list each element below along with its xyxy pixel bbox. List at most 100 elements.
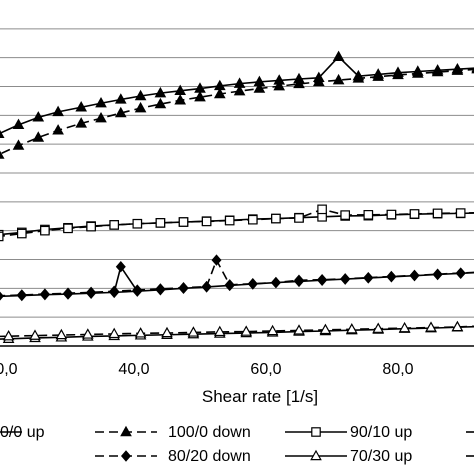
data-point — [386, 209, 397, 220]
data-point — [154, 97, 167, 109]
data-point — [425, 321, 437, 332]
data-point — [0, 231, 4, 242]
data-point — [340, 210, 350, 220]
legend-label: 0/0 up — [0, 424, 45, 441]
data-point — [398, 321, 411, 333]
data-point — [17, 228, 27, 239]
data-point — [224, 279, 235, 291]
series-80-20-up — [0, 260, 474, 302]
data-point — [372, 70, 385, 81]
data-point — [2, 329, 15, 341]
data-point — [63, 287, 73, 299]
data-point — [39, 288, 50, 300]
x-tick-label: 80,0 — [382, 361, 413, 378]
series-80-20-down — [0, 254, 474, 301]
data-point — [95, 111, 107, 123]
data-point — [109, 285, 120, 297]
series-line — [0, 55, 474, 135]
data-point — [178, 217, 189, 227]
data-point — [81, 328, 94, 339]
data-point — [55, 328, 68, 340]
data-point — [134, 101, 147, 113]
data-point — [363, 271, 374, 284]
data-point — [455, 267, 466, 279]
data-point — [432, 268, 443, 280]
data-point — [178, 282, 189, 294]
data-point — [12, 118, 25, 130]
data-point — [409, 269, 420, 282]
data-point — [32, 131, 45, 142]
data-point — [253, 82, 266, 93]
legend-entry: 100/0 down — [95, 424, 251, 441]
data-point — [155, 283, 166, 295]
data-point — [201, 280, 212, 293]
series-group — [0, 50, 474, 343]
data-point — [121, 450, 131, 462]
data-point — [311, 427, 321, 437]
series-100-0-up — [0, 50, 474, 138]
x-tick-label: 60,0 — [250, 361, 281, 378]
data-point — [312, 75, 325, 87]
data-point — [114, 106, 127, 118]
data-point — [211, 254, 222, 266]
legend: 0/0 up 100/0 down 90/10 up 80/20 down 70/30 … — [0, 424, 474, 465]
data-point — [392, 68, 404, 80]
data-point — [455, 208, 466, 218]
data-point — [294, 213, 304, 223]
legend-entry: 80/20 down — [95, 448, 251, 465]
data-point — [187, 326, 200, 337]
data-point — [0, 150, 5, 159]
data-point — [372, 322, 385, 333]
data-point — [352, 72, 365, 83]
series-line — [0, 208, 474, 238]
legend-label: 70/30 up — [350, 448, 412, 465]
data-point — [294, 274, 304, 286]
data-point — [16, 289, 27, 301]
data-point — [293, 77, 305, 89]
data-point — [248, 214, 258, 225]
data-point — [114, 93, 127, 104]
data-point — [431, 65, 444, 77]
series-100-0-down — [0, 64, 474, 159]
data-point — [12, 139, 25, 150]
data-point — [345, 323, 358, 334]
data-point — [240, 325, 253, 336]
data-point — [247, 278, 258, 290]
data-point — [332, 50, 345, 62]
data-point — [120, 425, 132, 437]
data-point — [115, 260, 126, 273]
series-line — [0, 258, 474, 297]
x-axis-label: Shear rate [1/s] — [202, 387, 318, 406]
data-point — [224, 215, 235, 226]
x-axis-ticks: 20,0 40,0 60,0 80,0 — [0, 361, 414, 378]
data-point — [174, 94, 187, 105]
legend-entry: 70/30 up — [285, 448, 412, 465]
data-point — [52, 105, 64, 117]
data-point — [154, 86, 167, 98]
legend-entry: 90/10 up — [285, 424, 412, 441]
data-point — [63, 223, 73, 234]
data-point — [52, 124, 64, 135]
data-point — [310, 449, 322, 461]
data-point — [155, 218, 166, 228]
data-point — [132, 284, 143, 296]
data-point — [132, 218, 143, 229]
data-point — [213, 325, 226, 337]
legend-label: 90/10 up — [350, 424, 412, 441]
data-point — [271, 213, 281, 224]
data-point — [134, 89, 147, 101]
data-point — [75, 117, 88, 128]
data-point — [340, 273, 351, 285]
data-point — [29, 329, 41, 340]
series-70-30-down — [0, 320, 474, 341]
data-point — [86, 286, 97, 299]
legend-label: 80/20 down — [168, 448, 251, 465]
data-point — [0, 129, 5, 138]
data-point — [108, 327, 121, 339]
series-90-10-down — [0, 204, 474, 242]
legend-label: 100/0 down — [168, 424, 251, 441]
data-point — [363, 210, 374, 220]
data-point — [161, 326, 173, 338]
data-point — [317, 273, 328, 286]
